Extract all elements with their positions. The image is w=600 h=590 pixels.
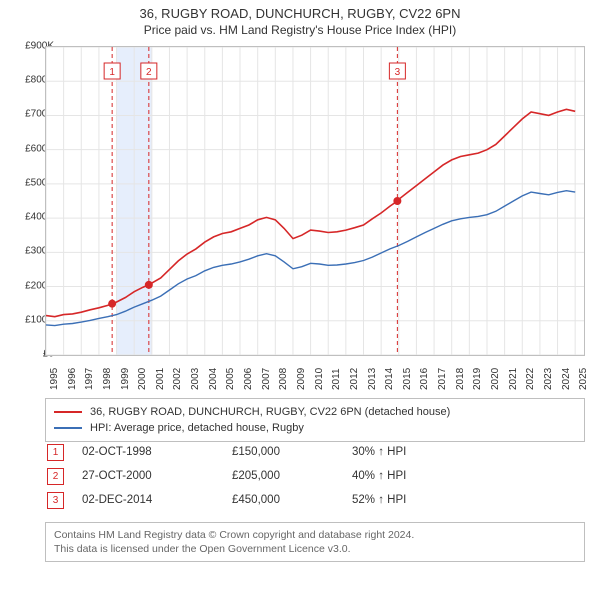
figure: 36, RUGBY ROAD, DUNCHURCH, RUGBY, CV22 6… [0,0,600,590]
sale-date: 02-DEC-2014 [82,494,232,506]
legend-item: 36, RUGBY ROAD, DUNCHURCH, RUGBY, CV22 6… [54,404,576,420]
x-tick-label: 2000 [137,368,148,390]
x-tick-label: 1999 [120,368,131,390]
x-tick-label: 2009 [296,368,307,390]
x-tick-label: 2006 [243,368,254,390]
footer-line: This data is licensed under the Open Gov… [54,542,576,556]
attribution-footer: Contains HM Land Registry data © Crown c… [45,522,585,562]
x-tick-label: 2013 [367,368,378,390]
legend-label: 36, RUGBY ROAD, DUNCHURCH, RUGBY, CV22 6… [90,404,450,420]
x-tick-label: 1998 [102,368,113,390]
legend-swatch [54,411,82,413]
sales-table: 1 02-OCT-1998£150,00030% ↑ HPI 2 27-OCT-200… [45,440,585,512]
x-tick-label: 2007 [261,368,272,390]
sale-marker-icon: 2 [47,468,64,485]
sale-vs-hpi: 40% ↑ HPI [352,470,512,482]
x-tick-label: 2023 [543,368,554,390]
sale-row: 2 27-OCT-2000£205,00040% ↑ HPI [45,464,585,488]
x-tick-label: 2024 [561,368,572,390]
footer-line: Contains HM Land Registry data © Crown c… [54,528,576,542]
sale-marker-icon: 1 [47,444,64,461]
sale-date: 02-OCT-1998 [82,446,232,458]
x-tick-label: 2010 [314,368,325,390]
sale-date: 27-OCT-2000 [82,470,232,482]
x-tick-label: 2002 [172,368,183,390]
sale-price: £450,000 [232,494,352,506]
x-tick-label: 2012 [349,368,360,390]
x-tick-label: 2021 [508,368,519,390]
svg-text:1: 1 [109,67,115,78]
x-tick-label: 2008 [278,368,289,390]
x-tick-label: 2018 [455,368,466,390]
sale-marker-icon: 3 [47,492,64,509]
x-tick-label: 2015 [402,368,413,390]
x-tick-label: 2022 [525,368,536,390]
sale-row: 1 02-OCT-1998£150,00030% ↑ HPI [45,440,585,464]
svg-text:3: 3 [395,67,401,78]
legend-swatch [54,427,82,429]
x-tick-label: 2014 [384,368,395,390]
x-tick-label: 2019 [472,368,483,390]
x-tick-label: 2017 [437,368,448,390]
x-tick-label: 2003 [190,368,201,390]
sale-vs-hpi: 52% ↑ HPI [352,494,512,506]
chart-svg: 1 2 3 [46,47,584,355]
x-tick-label: 1997 [84,368,95,390]
legend-item: HPI: Average price, detached house, Rugb… [54,420,576,436]
svg-text:2: 2 [146,67,152,78]
x-tick-label: 2004 [208,368,219,390]
x-tick-label: 1995 [49,368,60,390]
sale-price: £205,000 [232,470,352,482]
x-tick-label: 2016 [419,368,430,390]
sale-vs-hpi: 30% ↑ HPI [352,446,512,458]
x-tick-label: 1996 [67,368,78,390]
x-tick-label: 2025 [578,368,589,390]
sale-price: £150,000 [232,446,352,458]
legend-label: HPI: Average price, detached house, Rugb… [90,420,304,436]
legend: 36, RUGBY ROAD, DUNCHURCH, RUGBY, CV22 6… [45,398,585,442]
x-tick-label: 2020 [490,368,501,390]
chart-title: 36, RUGBY ROAD, DUNCHURCH, RUGBY, CV22 6… [0,0,600,21]
x-tick-label: 2011 [331,368,342,390]
x-tick-label: 2005 [225,368,236,390]
chart-subtitle: Price paid vs. HM Land Registry's House … [0,21,600,41]
plot-area: 1 2 3 [45,46,585,356]
x-tick-label: 2001 [155,368,166,390]
sale-row: 3 02-DEC-2014£450,00052% ↑ HPI [45,488,585,512]
